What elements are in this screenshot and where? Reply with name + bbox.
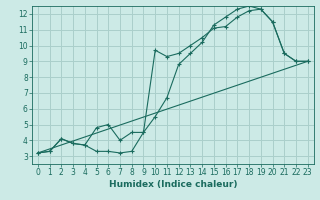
- X-axis label: Humidex (Indice chaleur): Humidex (Indice chaleur): [108, 180, 237, 189]
